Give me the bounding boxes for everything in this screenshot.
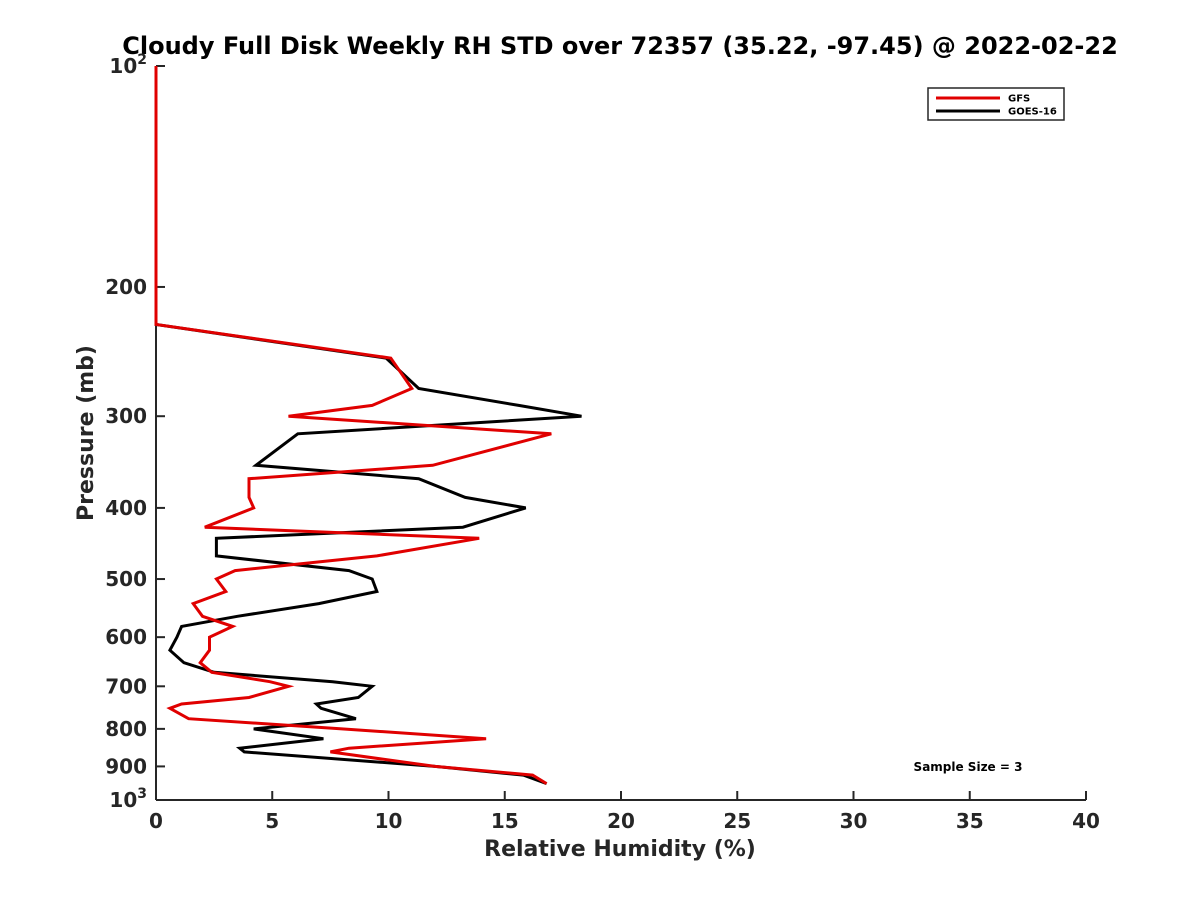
legend-entry-label: GFS	[1008, 94, 1030, 105]
plot-area	[155, 66, 1086, 801]
x-tick-label: 30	[840, 809, 868, 833]
y-axis-ticks: 102 200 300 400 500 600 700 800 900 103	[105, 52, 165, 812]
x-axis-label: Relative Humidity (%)	[484, 837, 756, 862]
y-axis-label: Pressure (mb)	[74, 345, 99, 521]
y-tick-label: 400	[105, 496, 147, 520]
y-tick-label: 600	[105, 625, 147, 649]
sample-size-annotation: Sample Size = 3	[914, 760, 1023, 774]
legend-box	[927, 87, 1065, 121]
x-tick-label: 0	[149, 809, 163, 833]
y-tick-label: 200	[105, 275, 147, 299]
series-layer	[154, 66, 582, 786]
x-tick-label: 20	[607, 809, 635, 833]
x-tick-label: 10	[375, 809, 403, 833]
series-line-goes-16	[154, 66, 582, 786]
y-tick-label: 700	[105, 674, 147, 698]
x-tick-label: 35	[956, 809, 984, 833]
y-tick-label: 900	[105, 754, 147, 778]
legend: GFS GOES-16	[927, 87, 1065, 121]
y-tick-label: 500	[105, 567, 147, 591]
y-tick-label: 103	[109, 786, 147, 812]
x-axis-ticks: 0 5 10 15 20 25 30 35 40	[149, 791, 1100, 833]
legend-entry-label: GOES-16	[1008, 107, 1057, 118]
x-tick-label: 5	[265, 809, 279, 833]
x-tick-label: 25	[723, 809, 751, 833]
chart-title: Cloudy Full Disk Weekly RH STD over 7235…	[122, 32, 1118, 60]
x-tick-label: 15	[491, 809, 519, 833]
y-tick-label: 300	[105, 404, 147, 428]
y-tick-label: 800	[105, 717, 147, 741]
y-tick-label: 102	[109, 52, 147, 78]
x-tick-label: 40	[1072, 809, 1100, 833]
series-line-gfs	[154, 66, 552, 785]
